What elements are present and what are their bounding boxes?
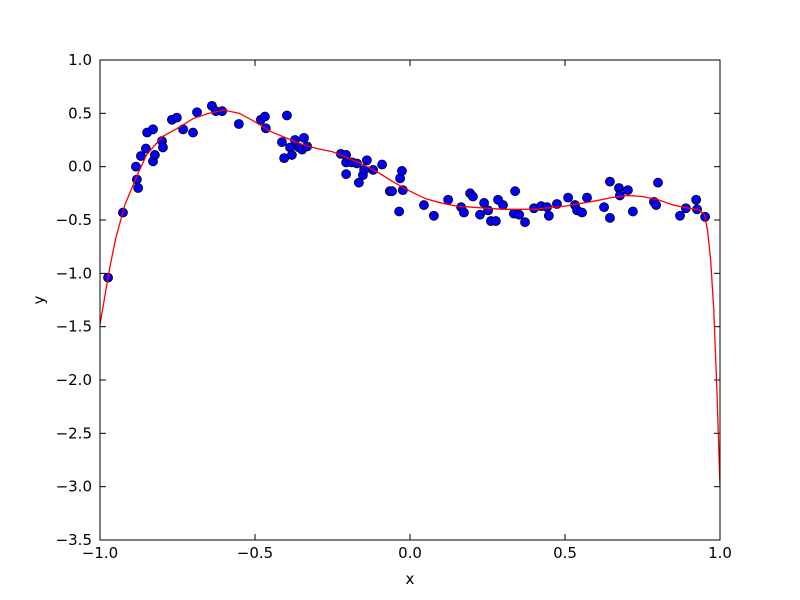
point bbox=[387, 186, 397, 197]
point bbox=[171, 112, 182, 123]
point bbox=[605, 176, 615, 187]
point bbox=[394, 206, 405, 217]
point bbox=[140, 143, 151, 154]
point bbox=[188, 127, 198, 138]
point bbox=[498, 200, 508, 210]
point bbox=[605, 212, 615, 223]
point bbox=[510, 186, 520, 197]
point bbox=[148, 124, 158, 135]
x-tick-label: −1.0 bbox=[82, 544, 118, 562]
y-tick-label: 0.0 bbox=[68, 158, 92, 176]
point bbox=[468, 191, 478, 202]
point bbox=[514, 209, 525, 220]
point bbox=[651, 200, 662, 210]
point bbox=[353, 177, 364, 188]
point bbox=[483, 205, 494, 216]
x-tick-label: −0.5 bbox=[237, 544, 273, 562]
y-tick-label: −2.0 bbox=[56, 371, 92, 389]
point bbox=[260, 111, 270, 122]
point bbox=[377, 159, 388, 170]
point bbox=[582, 192, 592, 203]
point bbox=[149, 150, 160, 160]
x-axis-label: x bbox=[406, 570, 415, 588]
y-tick-label: −3.0 bbox=[56, 478, 92, 496]
point bbox=[653, 177, 663, 188]
y-tick-label: 0.5 bbox=[68, 104, 92, 122]
point bbox=[299, 132, 309, 143]
point bbox=[277, 137, 287, 148]
point bbox=[520, 217, 530, 228]
y-tick-label: −1.5 bbox=[56, 318, 92, 336]
point bbox=[599, 202, 609, 213]
point bbox=[158, 142, 168, 153]
point bbox=[286, 150, 297, 160]
plot-frame bbox=[99, 59, 721, 541]
point bbox=[192, 107, 202, 118]
point bbox=[233, 119, 244, 129]
point bbox=[627, 206, 638, 217]
fit-line bbox=[100, 109, 720, 486]
point bbox=[675, 210, 685, 221]
y-tick-label: −2.5 bbox=[56, 424, 92, 442]
x-tick-label: 0.5 bbox=[553, 544, 577, 562]
point bbox=[691, 194, 702, 205]
point bbox=[543, 210, 554, 221]
y-tick-label: −0.5 bbox=[56, 211, 92, 229]
point bbox=[397, 166, 407, 176]
y-tick-label: −3.5 bbox=[56, 531, 92, 549]
point bbox=[623, 185, 633, 196]
y-axis-label: y bbox=[30, 295, 48, 304]
point bbox=[282, 110, 292, 121]
point bbox=[577, 207, 587, 218]
x-tick-label: 0.0 bbox=[398, 544, 422, 562]
point bbox=[362, 155, 372, 166]
y-tick-label: −1.0 bbox=[56, 264, 92, 282]
point bbox=[419, 200, 429, 210]
x-tick-label: 1.0 bbox=[708, 544, 732, 562]
point bbox=[563, 192, 573, 203]
point bbox=[443, 194, 454, 205]
point bbox=[428, 210, 439, 221]
point bbox=[133, 183, 144, 193]
y-tick-label: 1.0 bbox=[68, 51, 92, 69]
point bbox=[490, 216, 501, 226]
point bbox=[475, 209, 485, 220]
point bbox=[341, 169, 352, 180]
point bbox=[459, 207, 469, 218]
